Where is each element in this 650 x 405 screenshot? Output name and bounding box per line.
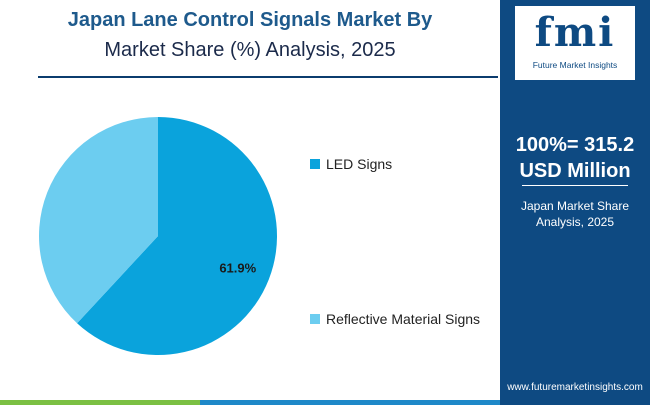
market-total: 100%= 315.2 USD Million xyxy=(500,132,650,184)
panel-subtitle: Japan Market Share Analysis, 2025 xyxy=(500,198,650,230)
legend-swatch-led-signs xyxy=(310,159,320,169)
logo-subtext: Future Market Insights xyxy=(532,60,618,70)
fmi-logo: fmi Future Market Insights xyxy=(515,6,635,80)
market-total-unit: USD Million xyxy=(519,160,631,182)
website-link[interactable]: www.futuremarketinsights.com xyxy=(507,382,643,393)
legend-swatch-reflective-material-signs xyxy=(310,314,320,324)
chart-title-line1: Japan Lane Control Signals Market By xyxy=(67,9,433,31)
pie-slice-led-signs xyxy=(77,117,278,355)
pie-chart: 61.9% xyxy=(38,117,278,355)
chart-title-line2: Market Share (%) Analysis, 2025 xyxy=(104,39,396,61)
logo-mark: fmi xyxy=(534,9,616,56)
panel-subtitle-line2: Analysis, 2025 xyxy=(535,215,615,229)
legend-item-reflective-material-signs: Reflective Material Signs xyxy=(310,311,480,327)
bottom-accent-bar xyxy=(0,400,500,405)
data-label-led-signs: 61.9% xyxy=(219,260,256,275)
legend-label-reflective-material-signs: Reflective Material Signs xyxy=(326,311,481,327)
title-divider xyxy=(38,76,498,78)
panel-divider xyxy=(522,185,628,186)
legend-label-led-signs: LED Signs xyxy=(326,156,393,172)
legend-item-led-signs: LED Signs xyxy=(310,156,392,172)
panel-subtitle-line1: Japan Market Share xyxy=(520,199,630,213)
market-total-value: 100%= 315.2 xyxy=(515,134,635,156)
side-panel: fmi Future Market Insights 100%= 315.2 U… xyxy=(500,0,650,405)
pie-slice-reflective-material-signs xyxy=(38,117,158,324)
chart-title: Japan Lane Control Signals Market By Mar… xyxy=(0,5,500,65)
